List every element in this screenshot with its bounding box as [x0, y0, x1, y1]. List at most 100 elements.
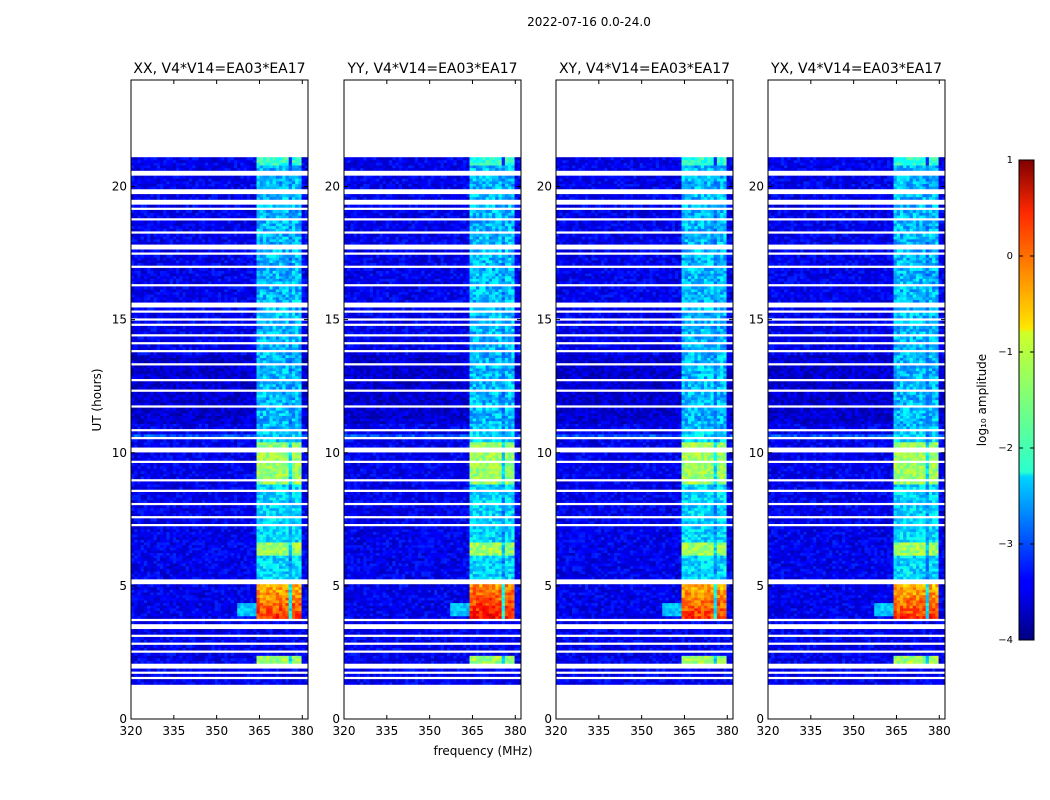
heatmap-cell	[134, 608, 138, 611]
heatmap-cell	[240, 655, 244, 658]
heatmap-cell	[266, 645, 270, 648]
heatmap-cell	[244, 679, 248, 682]
heatmap-cell	[215, 600, 219, 603]
heatmap-cell	[160, 679, 164, 682]
heatmap-cell	[237, 629, 241, 632]
heatmap-cell	[215, 613, 219, 616]
heatmap-cell	[192, 608, 196, 611]
heatmap-cell	[154, 611, 158, 614]
heatmap-cell	[199, 645, 203, 648]
heatmap-cell	[273, 647, 277, 650]
heatmap-cell	[221, 655, 225, 658]
heatmap-cell	[244, 608, 248, 611]
heatmap-cell	[228, 658, 232, 661]
heatmap-cell	[263, 611, 267, 614]
heatmap-cell	[218, 616, 222, 619]
heatmap-cell	[263, 621, 267, 624]
heatmap-cell	[289, 611, 293, 614]
heatmap-cell	[298, 661, 302, 664]
heatmap-cell	[215, 655, 219, 658]
heatmap-cell	[292, 637, 296, 640]
heatmap-cell	[182, 640, 186, 643]
heatmap-cell	[269, 653, 273, 656]
heatmap-cell	[231, 661, 235, 664]
heatmap-cell	[157, 629, 161, 632]
heatmap-cell	[166, 611, 170, 614]
heatmap-cell	[285, 640, 289, 643]
heatmap-cell	[157, 600, 161, 603]
heatmap-cell	[218, 603, 222, 606]
heatmap-cell	[269, 647, 273, 650]
heatmap-cell	[282, 655, 286, 658]
heatmap-cell	[260, 653, 264, 656]
heatmap-cell	[166, 682, 170, 685]
heatmap-cell	[231, 645, 235, 648]
heatmap-cell	[237, 661, 241, 664]
heatmap-cell	[176, 600, 180, 603]
heatmap-cell	[240, 605, 244, 608]
heatmap-cell	[186, 655, 190, 658]
heatmap-cell	[170, 661, 174, 664]
heatmap-cell	[137, 616, 141, 619]
heatmap-cell	[131, 655, 135, 658]
heatmap-cell	[269, 621, 273, 624]
heatmap-cell	[253, 621, 257, 624]
heatmap-cell	[276, 653, 280, 656]
heatmap-cell	[237, 621, 241, 624]
heatmap-cell	[160, 674, 164, 677]
heatmap-cell	[292, 682, 296, 685]
heatmap-cell	[131, 629, 135, 632]
heatmap-cell	[292, 632, 296, 635]
heatmap-cell	[257, 658, 261, 661]
heatmap-cell	[202, 674, 206, 677]
heatmap-cell	[234, 632, 238, 635]
heatmap-cell	[289, 621, 293, 624]
heatmap-cell	[211, 658, 215, 661]
heatmap-cell	[260, 682, 264, 685]
heatmap-cell	[237, 647, 241, 650]
heatmap-cell	[298, 613, 302, 616]
heatmap-cell	[244, 603, 248, 606]
heatmap-cell	[195, 613, 199, 616]
heatmap-cell	[289, 653, 293, 656]
heatmap-cell	[260, 640, 264, 643]
heatmap-cell	[141, 653, 145, 656]
heatmap-cell	[228, 629, 232, 632]
heatmap-cell	[202, 658, 206, 661]
heatmap-cell	[137, 669, 141, 672]
heatmap-cell	[234, 613, 238, 616]
heatmap-cell	[137, 600, 141, 603]
heatmap-cell	[244, 637, 248, 640]
heatmap-cell	[215, 658, 219, 661]
heatmap-cell	[224, 640, 228, 643]
heatmap-cell	[253, 613, 257, 616]
heatmap-cell	[289, 669, 293, 672]
heatmap-cell	[163, 655, 167, 658]
heatmap-cell	[163, 605, 167, 608]
heatmap-cell	[240, 640, 244, 643]
heatmap-cell	[289, 655, 293, 658]
heatmap-cell	[202, 629, 206, 632]
heatmap-cell	[144, 616, 148, 619]
heatmap-cell	[295, 637, 299, 640]
heatmap-cell	[208, 647, 212, 650]
heatmap-cell	[141, 645, 145, 648]
heatmap-cell	[298, 611, 302, 614]
heatmap-cell	[263, 632, 267, 635]
heatmap-cell	[186, 632, 190, 635]
heatmap-cell	[160, 597, 164, 600]
heatmap-cell	[285, 661, 289, 664]
heatmap-cell	[176, 645, 180, 648]
heatmap-cell	[173, 661, 177, 664]
heatmap-cell	[144, 600, 148, 603]
heatmap-cell	[224, 669, 228, 672]
heatmap-cell	[131, 632, 135, 635]
heatmap-cell	[215, 669, 219, 672]
heatmap-cell	[134, 661, 138, 664]
heatmap-cell	[302, 613, 306, 616]
heatmap-cell	[147, 597, 151, 600]
heatmap-cell	[231, 669, 235, 672]
heatmap-cell	[182, 637, 186, 640]
heatmap-cell	[285, 629, 289, 632]
figure-suptitle: 2022-07-16 0.0-24.0	[527, 15, 651, 29]
